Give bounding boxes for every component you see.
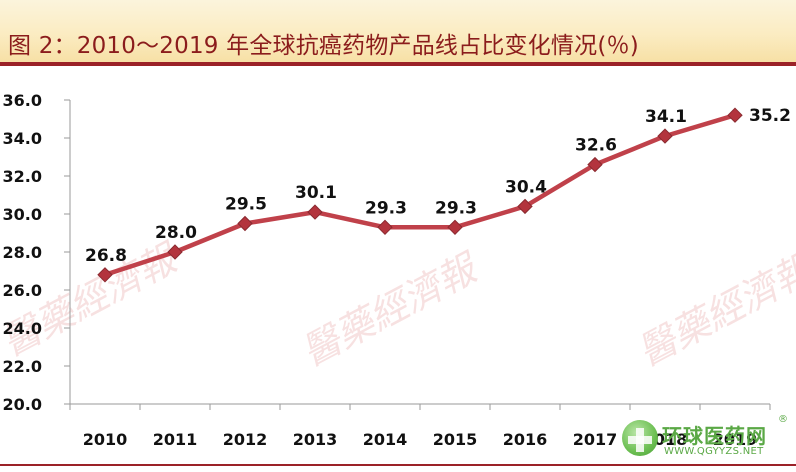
x-tick-label: 2016 xyxy=(503,430,548,449)
data-point xyxy=(237,215,253,232)
data-label: 30.4 xyxy=(505,177,547,197)
y-tick-label: 24.0 xyxy=(3,319,42,338)
y-tick-label: 30.0 xyxy=(3,205,42,224)
x-tick-label: 2017 xyxy=(573,430,618,449)
header-rule xyxy=(0,62,796,66)
y-tick-label: 22.0 xyxy=(3,357,42,376)
data-label: 32.6 xyxy=(575,136,617,156)
line-chart: 20.0 22.0 24.0 26.0 28.0 30.0 32.0 34.0 36.0 201… xyxy=(3,91,791,449)
series-layer xyxy=(97,107,743,283)
data-label: 26.8 xyxy=(85,246,127,266)
chart-title: 图 2：2010～2019 年全球抗癌药物产品线占比变化情况(％) xyxy=(8,33,639,59)
data-point xyxy=(657,128,673,144)
data-point xyxy=(307,204,323,220)
x-tick-label: 2012 xyxy=(223,430,268,449)
data-label: 30.1 xyxy=(295,183,337,203)
logo-name: 环球医药网 xyxy=(662,424,767,448)
x-tick-label: 2011 xyxy=(153,430,198,449)
x-tick-label: 2019 xyxy=(713,430,758,449)
data-point xyxy=(517,198,533,215)
y-tick-label: 26.0 xyxy=(3,281,42,300)
data-point xyxy=(447,219,463,236)
y-tick-label: 20.0 xyxy=(3,395,42,414)
data-point xyxy=(167,244,183,260)
data-label: 29.3 xyxy=(365,198,407,218)
data-point xyxy=(727,107,743,123)
logo-url: WWW.QGYYZS.NET xyxy=(664,446,764,457)
y-tick-label: 32.0 xyxy=(3,167,42,186)
y-axis-ticks: 20.0 22.0 24.0 26.0 28.0 30.0 32.0 34.0 36.0 xyxy=(3,91,70,414)
logo-cross-icon xyxy=(622,420,658,456)
data-label: 29.5 xyxy=(225,195,267,215)
x-tick-label: 2014 xyxy=(363,430,408,449)
x-tick-label: 2015 xyxy=(433,430,478,449)
data-point xyxy=(587,156,603,173)
footer-rule xyxy=(0,464,796,466)
y-tick-label: 36.0 xyxy=(3,91,42,110)
series-line xyxy=(104,113,736,277)
data-point xyxy=(97,267,113,283)
x-tick-label: 2013 xyxy=(293,430,338,449)
y-tick-label: 28.0 xyxy=(3,243,42,262)
x-tick-label: 2010 xyxy=(83,430,128,449)
data-labels: 26.8 28.0 29.5 30.1 29.3 29.3 30.4 32.6 34.1 35.2 xyxy=(85,106,791,266)
data-point xyxy=(377,219,393,236)
data-label: 34.1 xyxy=(645,107,687,127)
x-axis-ticks: 2010 2011 2012 2013 2014 2015 2016 2017 2018 2019 xyxy=(69,404,771,449)
chart-header: 图 2：2010～2019 年全球抗癌药物产品线占比变化情况(％) xyxy=(0,0,796,62)
brand-logo: 环球医药网 ® WWW.QGYYZS.NET xyxy=(622,414,794,462)
logo-registered-mark: ® xyxy=(778,414,788,425)
data-label: 29.3 xyxy=(435,198,477,218)
data-label: 28.0 xyxy=(155,223,197,243)
y-tick-label: 34.0 xyxy=(3,129,42,148)
data-label: 35.2 xyxy=(749,106,791,126)
